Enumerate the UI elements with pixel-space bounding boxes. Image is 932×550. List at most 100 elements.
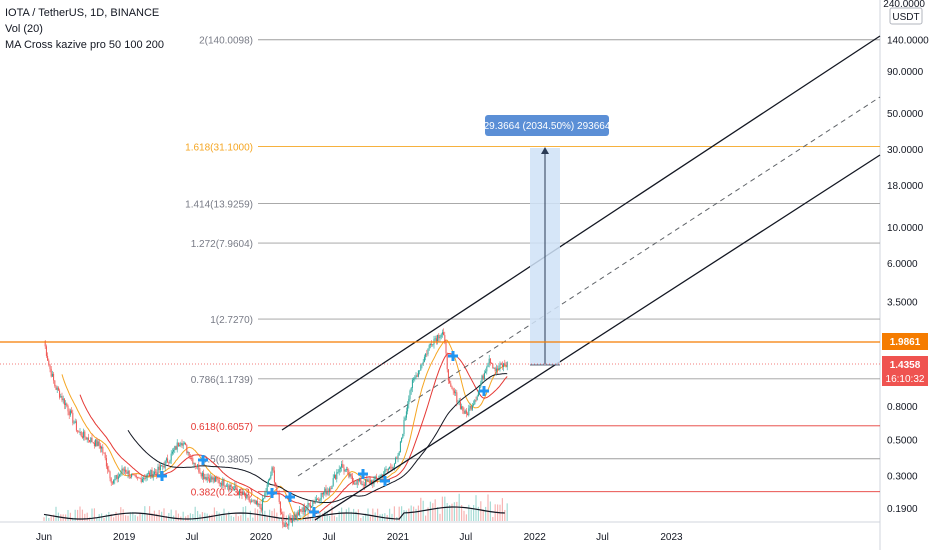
candle-body	[56, 387, 58, 390]
time-axis[interactable]: Jun 2019 Jul 2020 Jul 2021 Jul 2022 Jul 2023	[36, 532, 683, 543]
volume-bar	[461, 505, 463, 521]
candle-body	[266, 484, 268, 492]
candle-body	[485, 371, 487, 373]
candle-body	[147, 472, 149, 474]
channel-upper-line[interactable]	[281, 35, 881, 431]
volume-bar	[113, 517, 115, 521]
volume-bar	[410, 505, 412, 521]
candle-body	[49, 364, 51, 369]
price-axis-tick: 140.0000	[887, 36, 929, 47]
candle-body	[57, 387, 59, 391]
fib-level-label: 2(140.0098)	[199, 36, 253, 47]
volume-bar	[372, 508, 374, 521]
currency-box[interactable]	[889, 7, 923, 25]
volume-bar	[403, 510, 405, 521]
volume-bar	[300, 515, 302, 521]
ma-cross-marker	[479, 386, 489, 396]
volume-bar	[204, 512, 206, 521]
candle-body	[243, 492, 245, 496]
candle-body	[411, 379, 413, 388]
candle-body	[456, 392, 458, 403]
current-price-value: 1.4358	[890, 360, 921, 371]
price-axis-top-partial: 240.0000	[883, 0, 925, 10]
symbol-title[interactable]: IOTA / TetherUS, 1D, BINANCE	[5, 7, 160, 19]
candle-body	[96, 439, 98, 447]
candle-body	[505, 365, 507, 367]
volume-bar	[360, 517, 362, 521]
volume-bar	[141, 513, 143, 521]
channel-lower-line[interactable]	[314, 154, 881, 521]
volume-bar	[228, 511, 230, 521]
candle-body	[506, 362, 508, 367]
volume-bar	[482, 509, 484, 521]
candle-body	[404, 417, 406, 421]
volume-bar	[72, 517, 74, 521]
candle-body	[401, 438, 403, 442]
volume-bar	[473, 505, 475, 521]
candle-body	[236, 489, 238, 492]
volume-bar	[341, 507, 343, 521]
candle-body	[483, 372, 485, 379]
candle-body	[295, 514, 297, 518]
volume-bar	[480, 501, 482, 521]
candle-body	[165, 458, 167, 461]
candle-body	[409, 390, 411, 399]
volume-bar	[74, 509, 76, 521]
candle-body	[462, 406, 464, 411]
ma-cross-marker	[198, 455, 208, 465]
candle-body	[120, 473, 122, 475]
candle-body	[289, 516, 291, 520]
volume-bar	[336, 517, 338, 521]
candle-body	[199, 471, 201, 474]
volume-bar	[84, 513, 86, 521]
candle-body	[281, 512, 283, 515]
candle-body	[164, 460, 166, 468]
candle-body	[392, 466, 394, 469]
candle-body	[369, 480, 371, 484]
candle-body	[204, 476, 206, 480]
candle-body	[205, 476, 207, 480]
candle-body	[93, 442, 95, 446]
candle-body	[348, 470, 350, 477]
candle-body	[229, 484, 231, 489]
volume-bar	[86, 512, 88, 521]
candle-body	[476, 396, 478, 401]
candle-body	[452, 388, 454, 391]
price-axis[interactable]: 140.0000 90.0000 50.0000 30.0000 18.0000 10.0…	[887, 36, 929, 515]
volume-bar	[163, 508, 165, 521]
channel-median-line[interactable]	[297, 96, 881, 477]
fib-level-label: 1(2.7270)	[210, 315, 253, 326]
candle-body	[114, 479, 116, 481]
volume-bar	[463, 510, 465, 521]
fib-level-label: 1.272(7.9604)	[191, 239, 253, 250]
candle-body	[345, 469, 347, 470]
candle-body	[296, 512, 298, 518]
candle-body	[327, 490, 329, 492]
volume-bar	[240, 515, 242, 521]
candle-body	[150, 469, 152, 477]
candle-body	[143, 478, 145, 479]
time-axis-tick: 2019	[113, 532, 136, 543]
candle-body	[129, 477, 131, 478]
candle-body	[450, 383, 452, 387]
parallel-channel[interactable]	[281, 35, 881, 521]
ma-cross-indicator-label[interactable]: MA Cross kazive pro 50 100 200	[5, 39, 164, 51]
candle-body	[399, 441, 401, 453]
current-price-tag	[882, 356, 928, 386]
candle-body	[365, 479, 367, 486]
candle-body	[180, 443, 182, 446]
candle-body	[144, 478, 146, 479]
candle-body	[239, 489, 241, 495]
moving-average-line	[79, 353, 508, 515]
candle-body	[63, 398, 65, 405]
volume-bar	[465, 514, 467, 521]
price-range-measure[interactable]: 29.3664 (2034.50%) 293664	[484, 115, 611, 366]
horizontal-line-price-text: 1.9861	[890, 337, 921, 348]
volume-bar	[225, 514, 227, 521]
volume-bar	[151, 513, 153, 521]
volume-indicator-label[interactable]: Vol (20)	[5, 23, 43, 35]
candle-body	[50, 368, 52, 377]
candle-body	[414, 377, 416, 379]
candle-body	[161, 465, 163, 467]
